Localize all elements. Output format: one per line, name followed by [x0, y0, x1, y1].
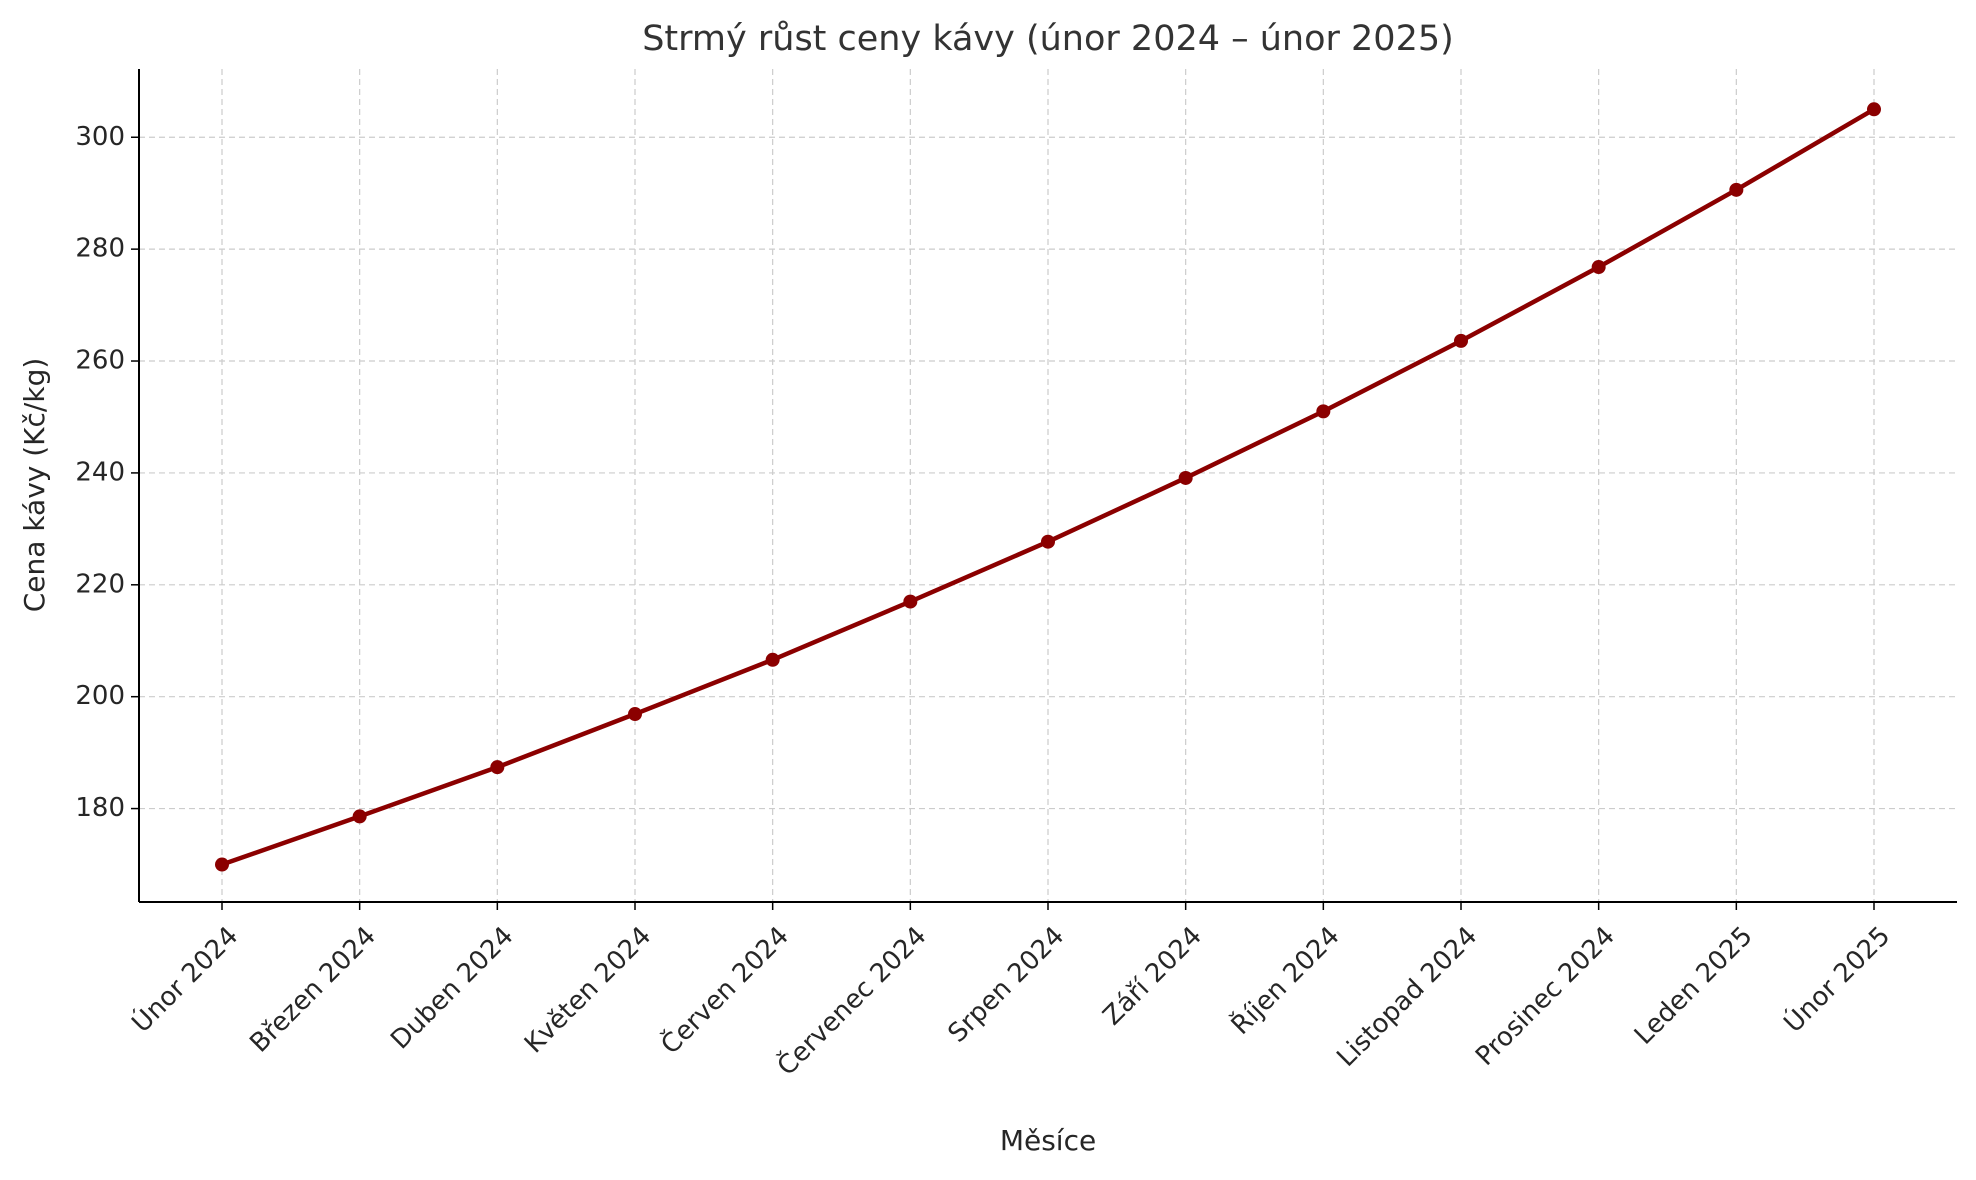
- x-tick-label: Květen 2024: [519, 921, 657, 1059]
- data-point: [490, 760, 505, 775]
- y-tick-label: 280: [75, 234, 125, 264]
- y-tick-label: 260: [75, 346, 125, 376]
- data-point: [1178, 470, 1193, 485]
- y-tick-label: 200: [75, 681, 125, 711]
- y-tick-label: 220: [75, 569, 125, 599]
- data-point: [628, 707, 642, 722]
- x-tick-label: Leden 2025: [1629, 921, 1759, 1051]
- data-point: [1729, 182, 1744, 197]
- x-tick-label: Červen 2024: [654, 920, 795, 1061]
- data-point: [765, 652, 780, 667]
- data-point: [215, 857, 229, 872]
- x-tick-label: Únor 2025: [1777, 920, 1896, 1039]
- x-axis-label: Měsíce: [1000, 1124, 1096, 1157]
- data-point: [1454, 333, 1468, 348]
- chart-title: Strmý růst ceny kávy (únor 2024 – únor 2…: [642, 19, 1454, 59]
- data-point: [1591, 260, 1606, 275]
- x-tick-label: Duben 2024: [385, 921, 519, 1055]
- y-tick-label: 180: [75, 793, 125, 823]
- data-point: [1867, 102, 1881, 117]
- x-tick-label: Prosinec 2024: [1470, 921, 1621, 1072]
- y-axis-label: Cena kávy (Kč/kg): [18, 358, 51, 613]
- data-point: [1041, 534, 1055, 549]
- x-tick-label: Červenec 2024: [770, 920, 932, 1082]
- x-tick-label: Březen 2024: [244, 921, 382, 1059]
- y-tick-label: 240: [75, 457, 125, 487]
- data-point: [903, 594, 918, 609]
- x-tick-label: Listopad 2024: [1331, 921, 1483, 1073]
- x-tick-label: Říjen 2024: [1224, 920, 1345, 1041]
- x-tick-label: Srpen 2024: [943, 921, 1071, 1049]
- data-point: [352, 809, 367, 824]
- x-tick-label: Září 2024: [1098, 921, 1208, 1031]
- y-tick-label: 300: [75, 122, 125, 152]
- x-tick-label: Únor 2024: [125, 920, 244, 1039]
- data-point: [1316, 404, 1331, 419]
